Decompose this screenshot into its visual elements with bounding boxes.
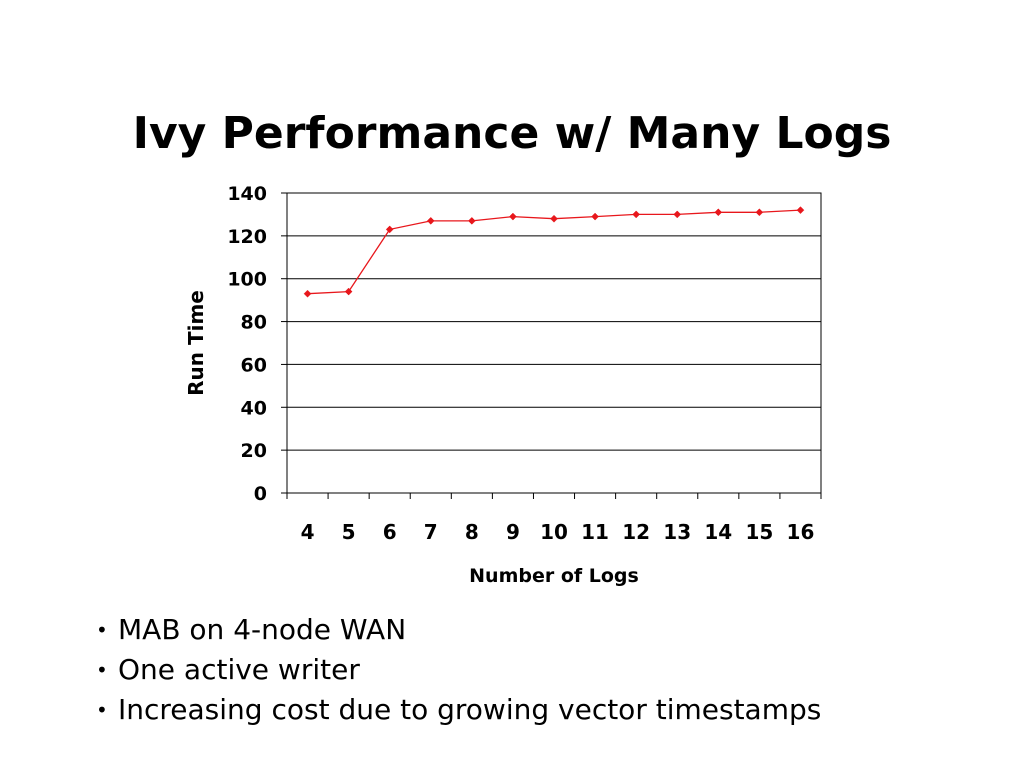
plot-area: [286, 192, 822, 494]
data-point: [632, 210, 641, 219]
data-point: [796, 206, 805, 214]
x-tick-label: 16: [787, 520, 815, 544]
x-tick-label: 9: [506, 520, 520, 544]
x-tick-label: 8: [465, 520, 479, 544]
data-point: [550, 214, 558, 223]
bullet-icon: •: [96, 618, 108, 642]
x-tick-label: 4: [301, 520, 315, 544]
bullet-item: • One active writer: [96, 650, 821, 690]
y-tick-label: 40: [241, 397, 267, 419]
y-tick-label: 140: [227, 183, 267, 205]
slide-title: Ivy Performance w/ Many Logs: [132, 108, 892, 159]
data-point: [673, 210, 682, 219]
x-tick-label: 15: [745, 520, 773, 544]
bullet-icon: •: [96, 698, 108, 722]
data-point: [714, 208, 723, 217]
x-tick-label: 11: [581, 520, 609, 544]
bullet-text: Increasing cost due to growing vector ti…: [118, 693, 822, 726]
data-point: [385, 225, 394, 234]
bullet-item: • MAB on 4-node WAN: [96, 610, 821, 650]
y-tick-label: 20: [241, 440, 267, 462]
y-tick-label: 0: [254, 483, 267, 505]
x-tick-label: 12: [622, 520, 650, 544]
bullet-item: • Increasing cost due to growing vector t…: [96, 690, 821, 730]
bullet-text: MAB on 4-node WAN: [118, 613, 407, 646]
data-point: [344, 287, 353, 296]
y-axis-title: Run Time: [184, 290, 208, 396]
series-line: [307, 209, 801, 295]
y-tick-label: 60: [241, 354, 267, 376]
data-point: [755, 208, 764, 217]
x-tick-label: 6: [383, 520, 397, 544]
data-point: [591, 212, 599, 221]
bullet-icon: •: [96, 658, 108, 682]
y-tick-label: 100: [227, 269, 267, 291]
y-tick-label: 80: [241, 312, 267, 334]
bullet-list: • MAB on 4-node WAN • One active writer • I…: [96, 610, 821, 730]
x-tick-label: 7: [424, 520, 438, 544]
data-point: [467, 217, 476, 225]
x-tick-label: 10: [540, 520, 568, 544]
data-point: [509, 212, 517, 221]
data-point: [426, 217, 435, 225]
x-tick-label: 13: [663, 520, 691, 544]
x-axis-title: Number of Logs: [469, 565, 639, 587]
x-tick-label: 14: [704, 520, 732, 544]
line-chart: 0 20 40 60 80 100 120 140 4 5 6 7 8 9 10 11 12 13 14 15 16 Nu…: [184, 183, 822, 587]
y-tick-label: 120: [227, 226, 267, 248]
x-tick-label: 5: [342, 520, 356, 544]
bullet-text: One active writer: [118, 653, 360, 686]
data-point: [303, 289, 312, 298]
